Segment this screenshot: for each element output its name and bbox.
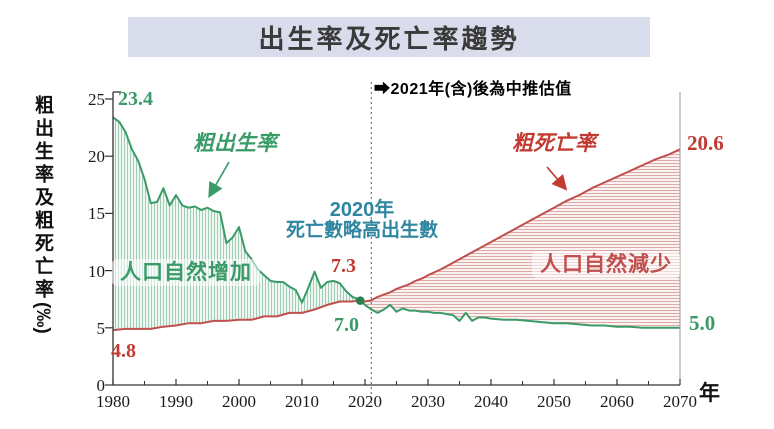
death-series-label: 粗死亡率 [512,132,596,155]
x-tick-label: 2050 [537,392,571,411]
death-2020-value: 7.3 [331,255,356,277]
birth-start-value: 23.4 [118,88,153,110]
natural-decrease-label: 人口自然減少 [532,251,680,279]
y-axis-title-text: 粗出生率及粗死亡率 [32,95,53,302]
projection-note: ➡2021年(含)後為中推估值 [374,81,572,99]
x-tick-label: 1980 [96,392,130,411]
birth-end-value: 5.0 [689,311,716,335]
y-tick-label: 10 [88,261,105,281]
chart-title-banner: 出生率及死亡率趨勢 [128,17,650,57]
death-start-value: 4.8 [111,340,136,362]
x-tick-label: 2020 [348,392,382,411]
x-axis-unit: 年 [699,382,720,405]
y-tick-label: 15 [88,204,105,224]
death-end-value: 20.6 [687,131,724,155]
natural-increase-label: 人口自然增加 [112,259,260,287]
y-tick-label: 20 [88,147,105,167]
crossover-text: 死亡數略高出生數 [285,220,438,241]
crossover-annotation: 2020年 死亡數略高出生數 [277,199,447,242]
projection-note-text: 2021年(含)後為中推估值 [390,81,572,98]
birth-2020-value: 7.0 [334,314,359,336]
x-tick-label: 2070 [663,392,697,411]
x-tick-label: 1990 [159,392,193,411]
x-tick-label: 2060 [600,392,634,411]
x-tick-label: 2030 [411,392,445,411]
x-tick-label: 2000 [222,392,256,411]
y-tick-label: 0 [96,376,106,395]
crossover-year: 2020年 [329,199,395,221]
y-axis-title: 粗出生率及粗死亡率(‰) [32,95,53,334]
x-tick-label: 2010 [285,392,319,411]
permille-unit: (‰) [32,302,53,334]
x-tick-label: 2040 [474,392,508,411]
y-tick-label: 25 [88,90,105,109]
y-tick-label: 5 [96,318,106,338]
birth-series-label: 粗出生率 [193,132,277,155]
right-arrow-icon: ➡ [374,81,391,98]
chart-title: 出生率及死亡率趨勢 [258,23,520,54]
